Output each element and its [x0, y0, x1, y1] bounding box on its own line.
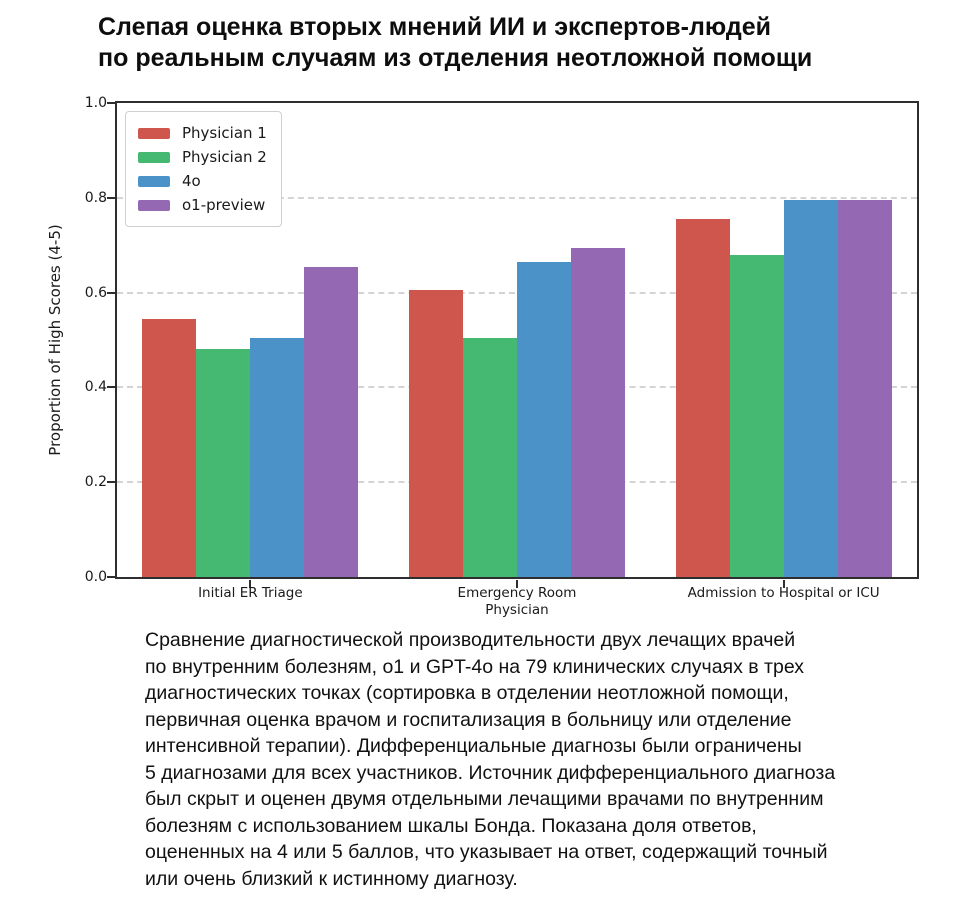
- legend: Physician 1 Physician 2 4o o1-preview: [125, 111, 282, 227]
- legend-item-physician-2: Physician 2: [138, 145, 267, 169]
- bar-o1-preview: [571, 247, 625, 577]
- y-tick-mark: [107, 386, 115, 389]
- caption-line: диагностических точках (сортировка в отд…: [145, 682, 789, 704]
- bar-o1-preview: [304, 266, 359, 577]
- y-tick-mark: [107, 196, 115, 199]
- bar-physician-1: [675, 219, 730, 577]
- y-tick-label: 1.0: [84, 95, 107, 111]
- y-tick-mark: [107, 481, 115, 484]
- bar-physician-1: [409, 290, 463, 577]
- caption-line: 5 диагнозами для всех участников. Источн…: [145, 761, 836, 784]
- caption-line: интенсивной терапии). Дифференциальные д…: [145, 735, 802, 757]
- caption-line: по внутренним болезням, o1 и GPT-4o на 7…: [145, 655, 804, 678]
- legend-label: Physician 2: [182, 148, 267, 166]
- y-tick-label: 0.2: [84, 474, 107, 491]
- legend-item-physician-1: Physician 1: [138, 121, 267, 145]
- y-tick-label: 0.0: [84, 569, 107, 585]
- bar-o1-preview: [837, 200, 892, 577]
- y-tick-label: 0.4: [84, 379, 107, 396]
- bar-group-3: [650, 103, 917, 577]
- legend-swatch-icon: [138, 199, 170, 211]
- legend-swatch-icon: [138, 175, 170, 187]
- legend-label: 4o: [182, 172, 201, 190]
- caption-line: или очень близкий к истинному диагнозу.: [145, 867, 518, 890]
- gridline-0.8: [117, 196, 917, 199]
- bar-physician-2: [729, 254, 784, 577]
- caption-line: первичная оценка врачом и госпитализация…: [145, 708, 792, 731]
- legend-item-4o: 4o: [138, 169, 267, 193]
- legend-swatch-icon: [138, 151, 170, 163]
- x-tick-mark: [516, 580, 518, 588]
- bar-group-2: [384, 103, 651, 577]
- bar-4o: [783, 200, 838, 577]
- x-tick-label: Initial ER Triage: [198, 585, 303, 601]
- caption-line: Сравнение диагностической производительн…: [145, 629, 796, 651]
- legend-item-o1-preview: o1-preview: [138, 193, 267, 217]
- caption-line: болезням с использованием шкалы Бонда. П…: [145, 814, 757, 837]
- y-tick-label: 0.6: [84, 284, 107, 301]
- plot-area: 0.0 0.2 0.4 0.6 0.8 1.0 Initial ER Triage Emer…: [46, 95, 919, 618]
- bar-physician-2: [463, 337, 517, 577]
- x-tick-label: Emergency Room Physician: [457, 585, 577, 618]
- caption: Сравнение диагностической производительн…: [145, 627, 940, 892]
- bar-4o: [250, 337, 305, 577]
- bar-physician-1: [142, 318, 197, 577]
- y-tick-label: 0.8: [84, 189, 107, 206]
- bar-physician-2: [196, 349, 251, 577]
- y-tick-mark: [107, 291, 115, 294]
- x-tick-label: Admission to Hospital or ICU: [687, 585, 880, 601]
- bar-group-1: [117, 103, 384, 577]
- bar-4o: [517, 261, 571, 577]
- bar-series-container: [117, 103, 917, 577]
- caption-line: оцененных на 4 или 5 баллов, что указыва…: [145, 841, 828, 863]
- legend-label: Physician 1: [182, 124, 267, 142]
- x-tick-mark: [249, 580, 252, 588]
- y-tick-mark: [107, 576, 115, 578]
- y-axis-label: Proportion of High Scores (4-5): [46, 224, 64, 456]
- legend-label: o1-preview: [182, 196, 266, 214]
- y-tick-mark: [107, 102, 115, 104]
- caption-line: был скрыт и оценен двумя отдельными леча…: [145, 788, 824, 810]
- x-tick-mark: [782, 580, 785, 588]
- legend-swatch-icon: [138, 127, 170, 139]
- chart-title: Слепая оценка вторых мнений ИИ и эксперт…: [98, 13, 813, 72]
